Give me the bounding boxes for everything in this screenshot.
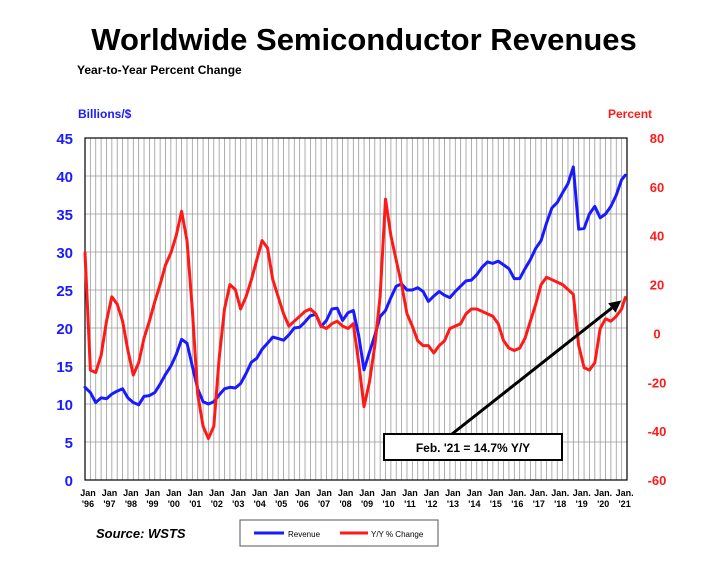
series-line-1 [83,197,627,440]
x-tick-year-2: '98 [125,499,137,509]
axes: 051015202530354045-60-40-20020406080Jan'… [56,131,666,509]
annotation-text: Feb. '21 = 14.7% Y/Y [416,441,530,455]
x-tick-year-23: '19 [576,499,588,509]
x-tick-year-4: '00 [168,499,180,509]
x-tick-year-8: '04 [254,499,266,509]
x-tick-year-20: '16 [511,499,523,509]
x-tick-month-19: Jan [488,488,504,498]
series-lines [83,165,627,440]
right-tick-label-1: -40 [648,424,667,439]
x-tick-month-12: Jan [338,488,354,498]
x-tick-year-25: '21 [619,499,631,509]
series-line-0 [83,165,627,407]
x-tick-month-2: Jan [123,488,139,498]
x-tick-year-5: '01 [189,499,201,509]
x-tick-year-22: '18 [554,499,566,509]
annotation-box [383,433,563,461]
x-tick-month-20: Jan. [508,488,526,498]
legend-label-yy: Y/Y % Change [371,530,424,539]
left-tick-label-0: 0 [65,473,73,490]
x-tick-month-25: Jan. [616,488,634,498]
grid-lines [84,137,628,481]
chart-subtitle: Year-to-Year Percent Change [77,63,242,77]
left-tick-label-7: 35 [56,207,73,224]
x-tick-year-9: '05 [275,499,287,509]
x-tick-month-23: Jan. [573,488,591,498]
x-tick-year-14: '10 [382,499,394,509]
left-tick-label-3: 15 [56,359,73,376]
x-tick-year-18: '14 [468,499,480,509]
x-tick-year-11: '07 [318,499,330,509]
x-tick-year-19: '15 [490,499,502,509]
x-tick-year-15: '11 [404,499,416,509]
right-tick-label-7: 80 [650,131,664,146]
x-tick-year-1: '97 [103,499,115,509]
x-tick-year-0: '96 [82,499,94,509]
x-tick-year-24: '20 [597,499,609,509]
x-tick-month-24: Jan. [594,488,612,498]
left-tick-label-1: 5 [65,435,73,452]
x-tick-month-21: Jan. [530,488,548,498]
left-axis-label: Billions/$ [78,107,132,121]
x-tick-month-0: Jan [80,488,96,498]
x-tick-year-16: '12 [425,499,437,509]
right-tick-label-4: 20 [650,278,664,293]
x-tick-year-21: '17 [533,499,545,509]
x-tick-month-1: Jan [102,488,118,498]
legend-label-revenue: Revenue [288,530,321,539]
x-tick-month-17: Jan [445,488,461,498]
chart-title: Worldwide Semiconductor Revenues [91,22,637,57]
x-tick-month-15: Jan [402,488,418,498]
right-tick-label-6: 60 [650,180,664,195]
x-tick-month-11: Jan [316,488,332,498]
x-tick-month-14: Jan [381,488,397,498]
x-tick-month-13: Jan [359,488,375,498]
right-tick-label-5: 40 [650,229,664,244]
x-tick-year-3: '99 [146,499,158,509]
x-tick-month-10: Jan [295,488,311,498]
x-tick-month-22: Jan. [551,488,569,498]
source-note: Source: WSTS [96,526,186,541]
x-tick-year-17: '13 [447,499,459,509]
x-tick-year-10: '06 [297,499,309,509]
left-tick-label-4: 20 [56,321,73,338]
plot-frame [84,137,628,481]
x-tick-month-5: Jan [188,488,204,498]
x-tick-month-3: Jan [145,488,161,498]
x-tick-month-16: Jan [424,488,440,498]
x-tick-year-12: '08 [340,499,352,509]
x-tick-month-4: Jan [166,488,182,498]
right-tick-label-0: -60 [648,473,667,488]
legend: Revenue Y/Y % Change [239,519,439,547]
annotation-arrow [451,306,613,436]
x-tick-year-13: '09 [361,499,373,509]
left-tick-label-5: 25 [56,283,73,300]
x-tick-month-8: Jan [252,488,268,498]
x-tick-month-7: Jan [230,488,246,498]
annotation-arrow-head [608,300,622,313]
right-tick-label-3: 0 [653,326,660,341]
left-tick-label-8: 40 [56,169,73,186]
x-tick-month-6: Jan [209,488,225,498]
x-tick-year-6: '02 [211,499,223,509]
left-tick-label-9: 45 [56,131,73,148]
x-tick-month-9: Jan [273,488,289,498]
right-tick-label-2: -20 [648,375,667,390]
annotation: Feb. '21 = 14.7% Y/Y [383,300,622,461]
x-tick-month-18: Jan [467,488,483,498]
right-axis-label: Percent [608,107,653,121]
left-tick-label-6: 30 [56,245,73,262]
x-tick-year-7: '03 [232,499,244,509]
left-tick-label-2: 10 [56,397,73,414]
